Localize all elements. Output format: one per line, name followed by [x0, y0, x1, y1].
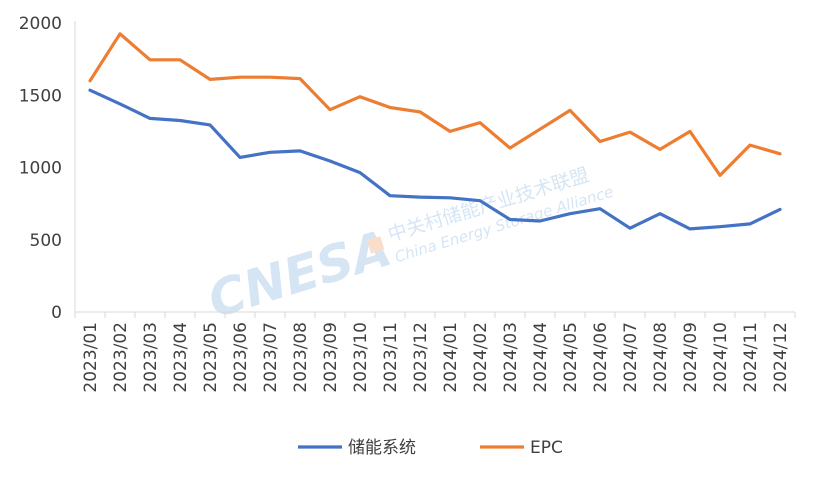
- x-tick-label: 2024/12: [771, 322, 791, 393]
- x-tick-label: 2024/02: [471, 322, 491, 393]
- x-tick-label: 2023/06: [231, 322, 251, 393]
- x-tick-label: 2024/09: [681, 322, 701, 393]
- x-tick-label: 2024/03: [501, 322, 521, 393]
- x-tick-label: 2024/07: [621, 322, 641, 393]
- y-tick-label: 2000: [19, 14, 62, 34]
- x-tick-label: 2023/05: [201, 322, 221, 393]
- x-tick-label: 2023/09: [321, 322, 341, 393]
- watermark-logo: CNESA: [202, 219, 398, 329]
- x-tick-label: 2024/10: [711, 322, 731, 393]
- x-tick-label: 2023/02: [111, 322, 131, 393]
- x-tick-label: 2023/04: [171, 322, 191, 393]
- legend-label-1: 储能系统: [348, 438, 416, 458]
- x-tick-label: 2023/01: [81, 322, 101, 393]
- legend: 储能系统 EPC: [298, 438, 563, 458]
- x-tick-label: 2023/03: [141, 322, 161, 393]
- y-axis-ticks: 0 500 1000 1500 2000: [19, 14, 62, 323]
- axes: [75, 21, 795, 312]
- x-tick-label: 2024/08: [651, 322, 671, 393]
- series-line-2: [90, 34, 780, 176]
- x-tick-label: 2024/06: [591, 322, 611, 393]
- x-tick-label: 2024/04: [531, 322, 551, 393]
- x-tick-label: 2023/07: [261, 322, 281, 393]
- x-tick-label: 2024/11: [741, 322, 761, 393]
- series-lines: [90, 34, 780, 229]
- x-axis-ticks: 2023/01 2023/02 2023/03 2023/04 2023/05 2023/…: [75, 312, 795, 393]
- series-line-1: [90, 90, 780, 229]
- y-tick-label: 1000: [19, 159, 62, 179]
- x-tick-label: 2023/11: [381, 322, 401, 393]
- legend-label-2: EPC: [530, 438, 563, 458]
- x-tick-label: 2023/10: [351, 322, 371, 393]
- x-tick-label: 2023/08: [291, 322, 311, 393]
- y-tick-label: 500: [30, 231, 62, 251]
- cnesa-watermark: CNESA 中关村储能产业技术联盟 China Energy Storage A…: [202, 152, 618, 330]
- x-tick-label: 2023/12: [411, 322, 431, 393]
- x-tick-label: 2024/01: [441, 322, 461, 393]
- y-tick-label: 1500: [19, 86, 62, 106]
- y-tick-label: 0: [51, 303, 62, 323]
- x-tick-label: 2024/05: [561, 322, 581, 393]
